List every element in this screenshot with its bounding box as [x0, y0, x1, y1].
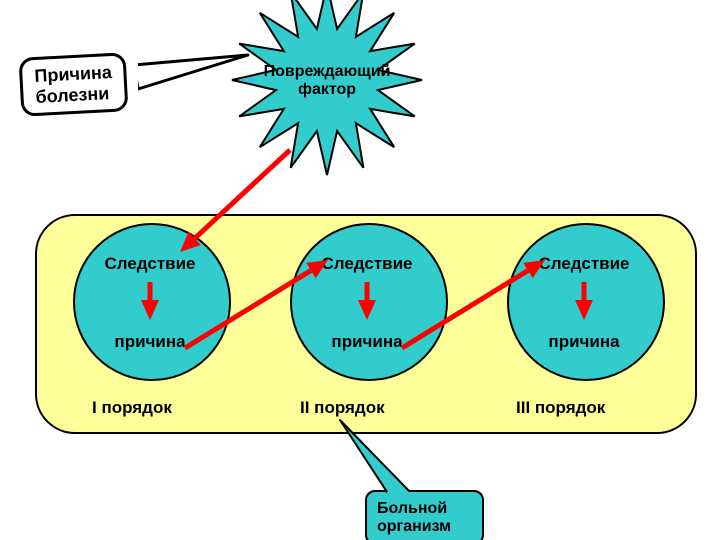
circle-2-top: Следствие — [307, 254, 427, 274]
starburst-label: Повреждающийфактор — [257, 63, 397, 100]
circle-1 — [73, 223, 231, 381]
organism-line2: организм — [377, 518, 451, 535]
circle-3-top: Следствие — [524, 254, 644, 274]
circle-1-top: Следствие — [90, 254, 210, 274]
order-1-label: I порядок — [92, 398, 172, 418]
circle-1-bottom: причина — [90, 332, 210, 352]
circle-2-bottom: причина — [307, 332, 427, 352]
diagram-stage: Следствие причина Следствие причина След… — [0, 0, 720, 540]
order-2-label: II порядок — [300, 398, 385, 418]
organism-line1: Больной — [377, 500, 447, 517]
circle-2 — [290, 223, 448, 381]
order-3-label: III порядок — [516, 398, 605, 418]
organism-callout: Больной организм — [365, 490, 484, 540]
circle-3 — [507, 223, 665, 381]
circle-3-bottom: причина — [524, 332, 644, 352]
starburst-line1: Повреждающий — [264, 63, 391, 80]
cause-line2: болезни — [35, 83, 110, 107]
starburst-line2: фактор — [298, 81, 356, 98]
cause-callout: Причина болезни — [19, 52, 129, 117]
